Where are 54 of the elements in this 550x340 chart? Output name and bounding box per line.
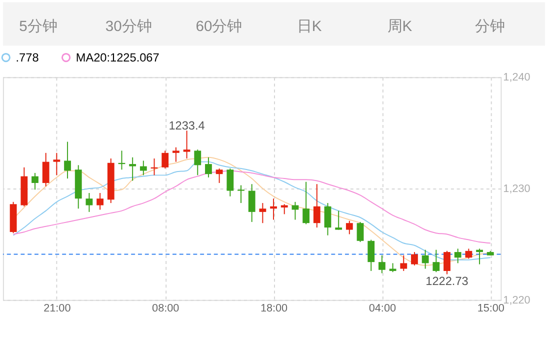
candlestick — [454, 248, 462, 264]
candlestick — [335, 210, 342, 230]
text: 30分钟 — [105, 18, 152, 35]
x-tick-label: 04:00 — [368, 302, 396, 314]
y-tick-label: 1,220 — [503, 294, 530, 306]
candlestick — [205, 156, 212, 178]
text: 周K — [387, 18, 412, 35]
candlestick — [356, 221, 364, 243]
candlestick — [368, 239, 375, 272]
annotation: 1222.73 — [426, 274, 469, 288]
annotation: 1233.4 — [168, 118, 206, 133]
candlestick — [346, 220, 353, 235]
candlestick — [172, 146, 180, 162]
text: 分钟 — [475, 18, 506, 35]
candlestick — [270, 198, 277, 220]
candlestick — [226, 168, 234, 197]
candlestick — [32, 172, 38, 190]
candlestick — [53, 152, 60, 176]
candlestick — [248, 184, 256, 222]
candlestick — [302, 181, 310, 225]
candlestick — [216, 168, 223, 184]
legend-label: MA20:1225.067 — [76, 50, 160, 64]
candlestick — [238, 184, 244, 204]
y-tick-label: 1,240 — [503, 72, 530, 84]
text: 60分钟 — [196, 18, 242, 35]
candlestick — [42, 152, 50, 187]
y-tick-label: 1,230 — [503, 183, 530, 195]
x-tick-label: 21:00 — [44, 302, 71, 314]
candlestick — [162, 150, 169, 169]
candlestick — [280, 204, 288, 215]
candlestick — [129, 156, 136, 182]
candlestick — [378, 254, 386, 274]
candlestick — [194, 149, 202, 176]
candlestick — [400, 254, 408, 272]
candlestick — [465, 248, 472, 260]
text: 日K — [296, 18, 322, 35]
candlestick — [64, 141, 71, 180]
legend-label: .778 — [16, 50, 40, 64]
candlestick — [183, 130, 190, 159]
x-tick-label: 18:00 — [260, 302, 288, 314]
candlestick — [313, 184, 320, 228]
candlestick — [86, 192, 93, 212]
candlestick — [411, 252, 418, 266]
candlestick — [259, 202, 266, 224]
candlestick — [422, 249, 429, 270]
candlestick — [140, 160, 147, 176]
candlestick — [476, 248, 483, 265]
text: 5分钟 — [19, 18, 58, 35]
candlestick — [96, 192, 104, 210]
x-tick-label: 08:00 — [152, 302, 180, 314]
x-tick-label: 15:00 — [477, 302, 504, 314]
candlestick — [444, 250, 450, 275]
candlestick — [432, 249, 440, 273]
candlestick — [324, 202, 332, 236]
